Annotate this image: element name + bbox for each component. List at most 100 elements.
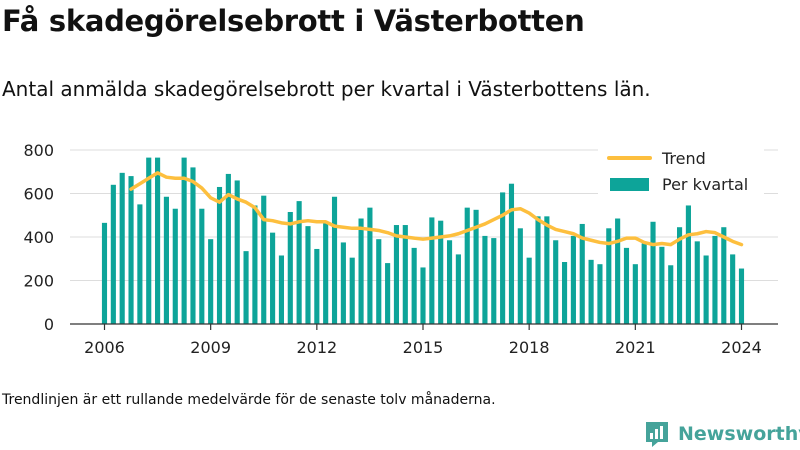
newsworthy-logo-icon bbox=[646, 422, 668, 447]
bar bbox=[163, 196, 169, 324]
y-tick-label: 600 bbox=[23, 185, 54, 204]
bar bbox=[278, 255, 285, 324]
bar bbox=[553, 240, 559, 324]
bar bbox=[146, 157, 152, 324]
chart-title: Få skadegörelsebrott i Västerbotten bbox=[2, 4, 585, 38]
bar bbox=[305, 226, 311, 325]
bar bbox=[199, 208, 205, 324]
bar bbox=[349, 257, 355, 324]
bar bbox=[730, 254, 736, 324]
bar bbox=[323, 221, 329, 324]
bar bbox=[659, 246, 665, 324]
bar bbox=[615, 218, 621, 324]
bar bbox=[225, 173, 231, 324]
bar bbox=[119, 172, 125, 324]
bar bbox=[632, 264, 638, 324]
legend: Trend Per kvartal bbox=[598, 146, 764, 198]
x-tick-label: 2006 bbox=[84, 338, 125, 357]
bar bbox=[208, 239, 214, 324]
bar bbox=[668, 265, 674, 324]
bar bbox=[296, 201, 302, 324]
trend-line bbox=[129, 171, 744, 247]
bar bbox=[270, 232, 276, 324]
x-tick-label: 2018 bbox=[509, 338, 550, 357]
bar bbox=[261, 195, 267, 324]
bar bbox=[181, 157, 187, 324]
x-tick-label: 2024 bbox=[721, 338, 762, 357]
y-tick-label: 800 bbox=[23, 141, 54, 160]
bar bbox=[544, 216, 550, 324]
bar bbox=[606, 228, 612, 324]
bar bbox=[446, 240, 453, 324]
x-tick-label: 2009 bbox=[190, 338, 231, 357]
x-tick-label: 2021 bbox=[615, 338, 656, 357]
bar bbox=[420, 267, 426, 324]
bar bbox=[641, 243, 647, 324]
bar bbox=[402, 225, 408, 324]
bar bbox=[128, 176, 134, 324]
bar bbox=[393, 225, 400, 324]
bar bbox=[526, 257, 532, 324]
bar bbox=[367, 207, 373, 324]
footnote: Trendlinjen är ett rullande medelvärde f… bbox=[2, 392, 496, 408]
bar bbox=[287, 211, 293, 324]
bar bbox=[561, 262, 568, 324]
bar bbox=[331, 196, 338, 324]
bar bbox=[464, 207, 470, 324]
x-tick-label: 2012 bbox=[296, 338, 337, 357]
bar bbox=[535, 216, 541, 324]
bar bbox=[172, 208, 178, 324]
y-tick-label: 0 bbox=[44, 315, 54, 334]
bar bbox=[243, 251, 249, 324]
brand-logo[interactable]: Newsworthy bbox=[644, 420, 800, 448]
bar bbox=[473, 209, 479, 324]
bar bbox=[650, 221, 656, 324]
y-axis-ticks: 0 200 400 600 800 bbox=[23, 141, 54, 334]
bar bbox=[429, 217, 435, 324]
bar bbox=[685, 205, 691, 324]
bar bbox=[721, 227, 727, 324]
bar bbox=[385, 263, 391, 324]
bar bbox=[340, 242, 346, 324]
bar bbox=[491, 238, 497, 324]
bar bbox=[234, 180, 240, 324]
bar bbox=[358, 218, 364, 324]
bar bbox=[694, 241, 700, 324]
bar bbox=[623, 247, 630, 325]
bar bbox=[517, 228, 523, 324]
bar bbox=[438, 220, 444, 324]
legend-trend-label: Trend bbox=[661, 149, 706, 168]
bar bbox=[703, 255, 709, 324]
brand-name: Newsworthy bbox=[678, 423, 800, 445]
bar bbox=[455, 254, 461, 324]
bar bbox=[137, 204, 143, 325]
bar bbox=[597, 264, 603, 324]
bar bbox=[190, 167, 196, 324]
bar bbox=[314, 248, 320, 324]
chart-subtitle: Antal anmälda skadegörelsebrott per kvar… bbox=[2, 77, 651, 101]
y-tick-label: 200 bbox=[23, 272, 54, 291]
bar bbox=[508, 183, 515, 324]
bar bbox=[677, 227, 683, 324]
bar bbox=[252, 205, 258, 324]
bar bbox=[376, 239, 382, 324]
bar bbox=[738, 268, 745, 324]
bar bbox=[101, 222, 108, 324]
bar bbox=[588, 259, 594, 324]
bar bbox=[579, 223, 585, 324]
x-axis-ticks: 2006 2009 2012 2015 2018 2021 2024 bbox=[84, 324, 762, 357]
bar bbox=[110, 184, 116, 324]
bar bbox=[570, 235, 576, 324]
y-tick-label: 400 bbox=[23, 228, 54, 247]
legend-bar-label: Per kvartal bbox=[662, 175, 748, 194]
bar bbox=[500, 192, 506, 324]
legend-bar-swatch bbox=[610, 178, 649, 191]
bar bbox=[712, 235, 718, 324]
bar bbox=[155, 157, 161, 324]
bars-per-kvartal bbox=[101, 157, 745, 325]
bar bbox=[411, 247, 417, 325]
bar bbox=[482, 235, 488, 324]
bar bbox=[216, 186, 223, 324]
x-tick-label: 2015 bbox=[403, 338, 444, 357]
